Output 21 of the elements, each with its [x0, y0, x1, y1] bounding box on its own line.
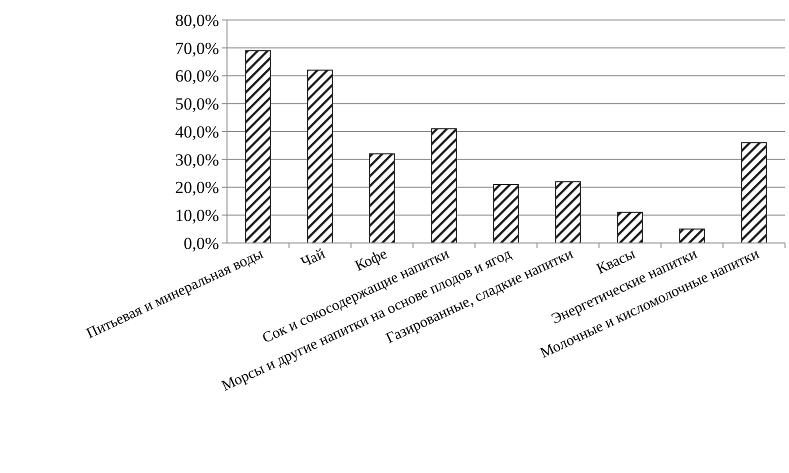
x-tick-label: Кофе: [352, 246, 390, 275]
bar: [369, 153, 395, 244]
y-tick-label: 60,0%: [175, 66, 219, 86]
y-tick-label: 80,0%: [175, 10, 219, 30]
y-tick-label: 50,0%: [175, 94, 219, 114]
y-tick-label: 10,0%: [175, 206, 219, 226]
y-tick-label: 30,0%: [175, 150, 219, 170]
bar: [307, 70, 333, 244]
bar: [617, 212, 643, 244]
bar: [555, 181, 581, 244]
x-tick-label: Квасы: [594, 246, 638, 278]
bar: [741, 142, 767, 244]
y-tick-label: 70,0%: [175, 38, 219, 58]
bar: [493, 184, 519, 244]
y-tick-label: 0,0%: [184, 234, 219, 253]
y-tick-label: 20,0%: [175, 178, 219, 198]
bar: [245, 50, 271, 244]
bar: [679, 228, 705, 244]
bar: [431, 128, 457, 244]
y-tick-label: 40,0%: [175, 122, 219, 142]
x-tick-label: Чай: [298, 246, 328, 271]
